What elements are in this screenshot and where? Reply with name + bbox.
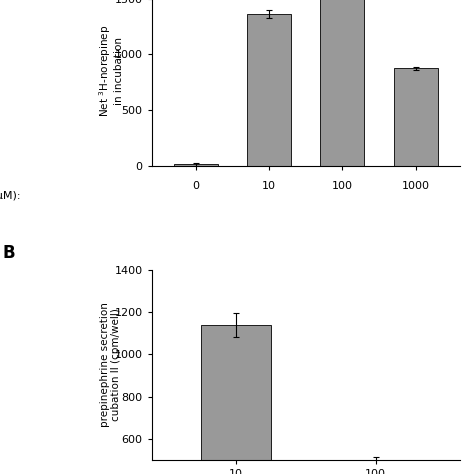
Text: B: B [2,244,15,262]
Text: Nicotine (μM):: Nicotine (μM): [0,191,21,201]
Y-axis label: prepinephrine secretion
cubation II (cpm/well): prepinephrine secretion cubation II (cpm… [100,302,121,428]
Bar [394,68,438,166]
Text: 10: 10 [262,181,276,191]
Text: 1000: 1000 [402,181,430,191]
Bar [173,164,218,166]
Text: 100: 100 [332,181,353,191]
Bar [201,325,271,474]
Bar [247,14,291,166]
Y-axis label: Net $^3$H-norepinep
in incubation: Net $^3$H-norepinep in incubation [97,25,124,117]
Bar [320,0,365,166]
Bar [341,462,411,474]
Text: 0: 0 [192,181,199,191]
